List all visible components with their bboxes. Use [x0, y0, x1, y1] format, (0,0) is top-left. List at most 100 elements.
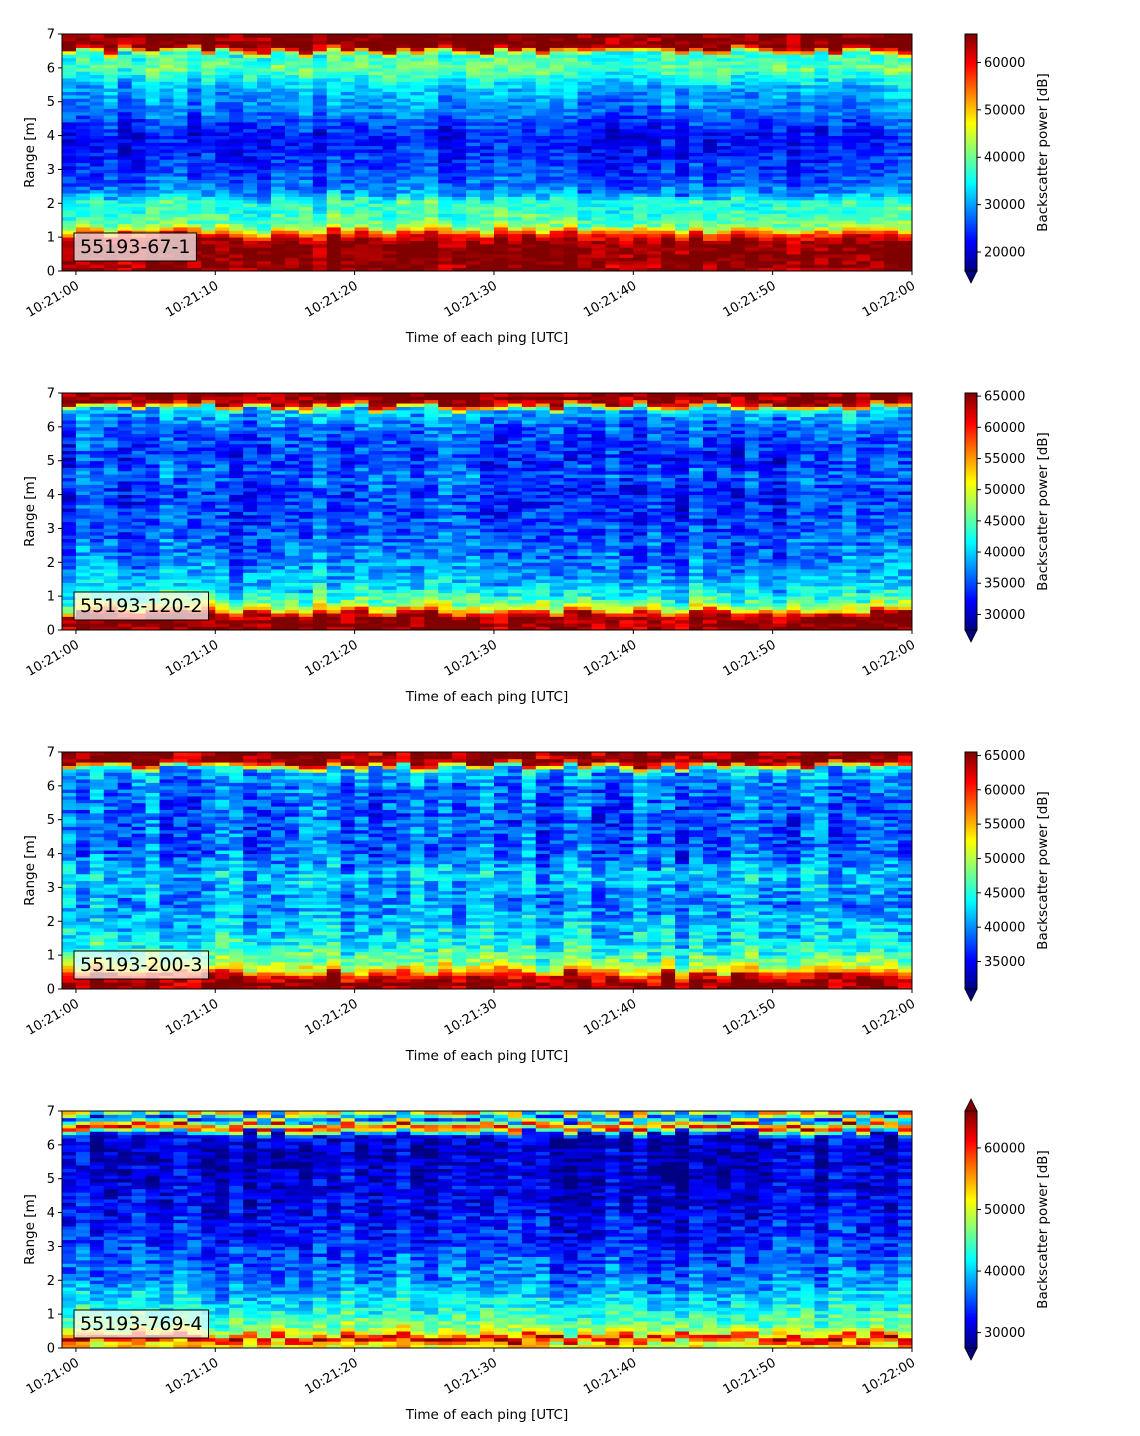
heatmap-cell	[452, 115, 466, 119]
heatmap-cell	[146, 81, 160, 85]
heatmap-cell	[578, 122, 592, 126]
heatmap-cell	[536, 139, 550, 143]
heatmap-cell	[173, 115, 187, 119]
heatmap-cell	[550, 142, 564, 146]
heatmap-cell	[146, 61, 160, 65]
heatmap-cell	[605, 115, 619, 119]
heatmap-cell	[675, 98, 689, 102]
heatmap-cell	[243, 132, 257, 136]
heatmap-cell	[731, 51, 745, 55]
heatmap-cell	[801, 98, 815, 102]
heatmap-cell	[62, 518, 76, 522]
heatmap-cell	[271, 254, 285, 258]
heatmap-cell	[773, 149, 787, 153]
heatmap-cell	[536, 176, 550, 180]
heatmap-cell	[522, 193, 536, 197]
heatmap-cell	[146, 71, 160, 75]
heatmap-cell	[438, 247, 452, 251]
heatmap-cell	[369, 149, 383, 153]
heatmap-cell	[118, 572, 132, 576]
heatmap-cell	[424, 51, 438, 55]
heatmap-cell	[327, 105, 341, 109]
heatmap-cell	[592, 153, 606, 157]
heatmap-cell	[522, 119, 536, 123]
heatmap-cell	[466, 169, 480, 173]
heatmap-cell	[759, 227, 773, 231]
heatmap-cell	[717, 227, 731, 231]
heatmap-cell	[132, 146, 146, 150]
heatmap-cell	[215, 122, 229, 126]
heatmap-cell	[62, 108, 76, 112]
heatmap-cell	[62, 515, 76, 519]
heatmap-cell	[605, 34, 619, 38]
heatmap-cell	[633, 92, 647, 96]
heatmap-cell	[605, 237, 619, 241]
heatmap-cell	[90, 440, 104, 444]
heatmap-cell	[689, 183, 703, 187]
heatmap-cell	[382, 139, 396, 143]
heatmap-cell	[382, 34, 396, 38]
heatmap-cell	[856, 95, 870, 99]
heatmap-cell	[90, 142, 104, 146]
heatmap-cell	[898, 112, 912, 116]
heatmap-cell	[675, 230, 689, 234]
heatmap-cell	[605, 92, 619, 96]
heatmap-cell	[703, 108, 717, 112]
heatmap-cell	[146, 562, 160, 566]
heatmap-cell	[801, 129, 815, 133]
heatmap-cell	[898, 173, 912, 177]
heatmap-cell	[578, 139, 592, 143]
heatmap-cell	[327, 68, 341, 72]
heatmap-cell	[675, 51, 689, 55]
heatmap-cell	[438, 125, 452, 129]
heatmap-cell	[271, 166, 285, 170]
heatmap-cell	[187, 149, 201, 153]
heatmap-cell	[550, 163, 564, 167]
heatmap-cell	[703, 71, 717, 75]
heatmap-cell	[787, 129, 801, 133]
heatmap-cell	[578, 102, 592, 106]
heatmap-cell	[717, 163, 731, 167]
heatmap-cell	[76, 451, 90, 455]
heatmap-cell	[410, 173, 424, 177]
heatmap-cell	[327, 125, 341, 129]
heatmap-cell	[410, 88, 424, 92]
heatmap-cell	[689, 88, 703, 92]
heatmap-cell	[271, 108, 285, 112]
heatmap-cell	[564, 136, 578, 140]
heatmap-cell	[592, 247, 606, 251]
heatmap-cell	[647, 88, 661, 92]
heatmap-cell	[201, 169, 215, 173]
heatmap-cell	[480, 41, 494, 45]
heatmap-cell	[522, 81, 536, 85]
heatmap-cell	[898, 257, 912, 261]
heatmap-cell	[90, 481, 104, 485]
heatmap-cell	[62, 186, 76, 190]
heatmap-cell	[898, 95, 912, 99]
heatmap-cell	[508, 122, 522, 126]
heatmap-cell	[884, 129, 898, 133]
heatmap-cell	[564, 257, 578, 261]
heatmap-cell	[480, 244, 494, 248]
heatmap-cell	[814, 92, 828, 96]
heatmap-cell	[410, 169, 424, 173]
heatmap-cell	[759, 64, 773, 68]
heatmap-cell	[90, 153, 104, 157]
heatmap-cell	[661, 71, 675, 75]
heatmap-cell	[215, 241, 229, 245]
heatmap-cell	[605, 166, 619, 170]
heatmap-cell	[118, 403, 132, 407]
heatmap-cell	[76, 454, 90, 458]
heatmap-cell	[480, 220, 494, 224]
heatmap-cell	[285, 183, 299, 187]
heatmap-cell	[689, 129, 703, 133]
heatmap-cell	[592, 139, 606, 143]
heatmap-cell	[703, 251, 717, 255]
heatmap-cell	[201, 88, 215, 92]
heatmap-cell	[578, 78, 592, 82]
heatmap-cell	[201, 213, 215, 217]
heatmap-cell	[703, 41, 717, 45]
heatmap-cell	[90, 522, 104, 526]
heatmap-cell	[132, 556, 146, 560]
heatmap-cell	[522, 146, 536, 150]
